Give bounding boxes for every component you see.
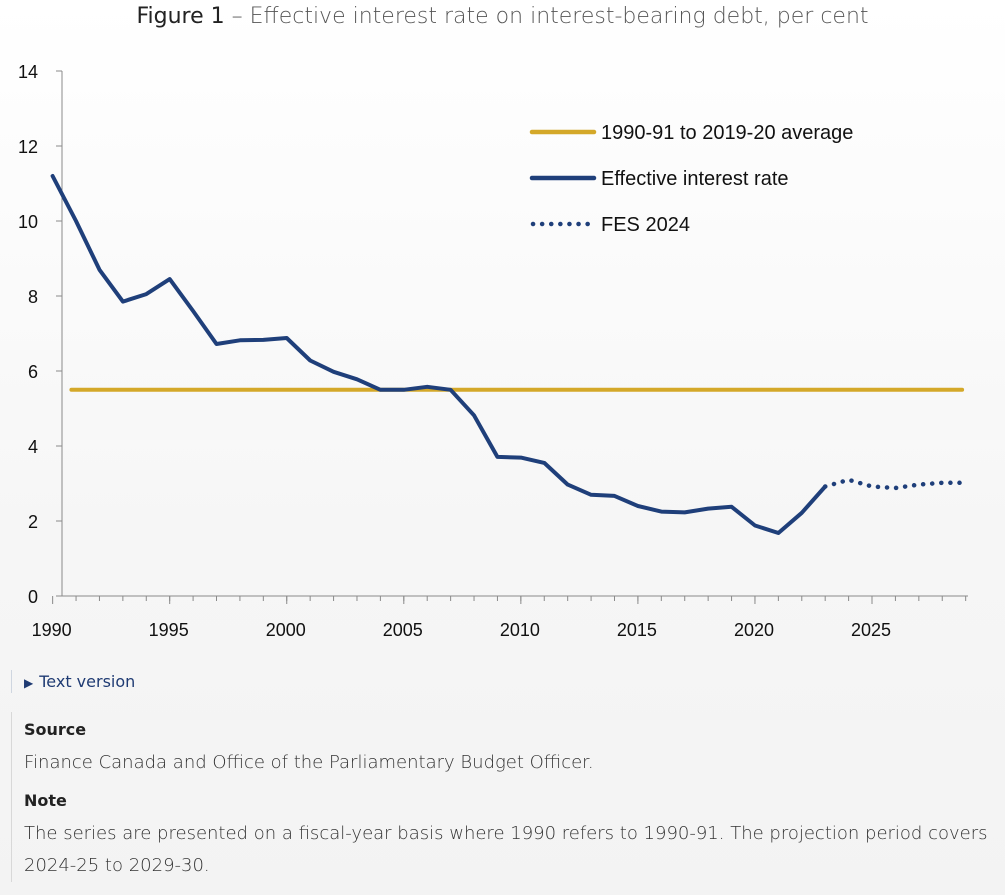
note-text: The series are presented on a fiscal-yea… <box>24 823 988 876</box>
figure-title: Figure 1 – Effective interest rate on in… <box>0 4 1005 29</box>
series-line-2 <box>50 174 828 535</box>
x-tick-label: 2020 <box>734 620 774 640</box>
y-tick-label: 4 <box>28 437 38 457</box>
legend-label-2: Effective interest rate <box>601 168 789 190</box>
x-tick-label: 2025 <box>851 620 891 640</box>
legend-label-1: 1990-91 to 2019-20 average <box>601 122 853 144</box>
y-tick-label: 12 <box>18 137 38 157</box>
y-tick-label: 2 <box>28 512 38 532</box>
chart-series <box>50 174 968 535</box>
disclosure-triangle-icon: ▶ <box>24 676 34 690</box>
x-tick-label: 2015 <box>617 620 657 640</box>
source-text: Finance Canada and Office of the Parliam… <box>24 752 594 773</box>
source-heading: Source <box>24 720 87 739</box>
figure-title-lead: Figure 1 <box>136 4 225 29</box>
y-tick-label: 14 <box>18 62 38 82</box>
y-tick-label: 8 <box>28 287 38 307</box>
chart-axes: 0 2 4 6 8 10 12 14 1990 1995 2000 2005 2010 2015 2020 2… <box>18 62 968 640</box>
chart-legend: 1990-91 to 2019-20 average Effective inte… <box>529 122 853 236</box>
y-tick-label: 0 <box>28 587 38 607</box>
series-line-3 <box>822 477 968 491</box>
x-tick-label: 2000 <box>266 620 306 640</box>
text-version-toggle[interactable]: ▶ Text version <box>11 670 984 693</box>
note-heading: Note <box>24 791 67 810</box>
x-tick-label: 1995 <box>149 620 189 640</box>
figure-notes: Source Finance Canada and Office of the … <box>11 712 1004 882</box>
x-tick-label: 1990 <box>32 620 72 640</box>
text-version-label: Text version <box>39 672 136 691</box>
figure-title-rest: – Effective interest rate on interest-be… <box>231 4 869 29</box>
y-tick-label: 6 <box>28 362 38 382</box>
x-tick-label: 2005 <box>383 620 423 640</box>
x-tick-label: 2010 <box>500 620 540 640</box>
legend-label-3: FES 2024 <box>601 214 690 236</box>
chart: 0 2 4 6 8 10 12 14 1990 1995 2000 2005 2010 2015 2020 2… <box>18 62 968 640</box>
y-tick-label: 10 <box>18 212 38 232</box>
